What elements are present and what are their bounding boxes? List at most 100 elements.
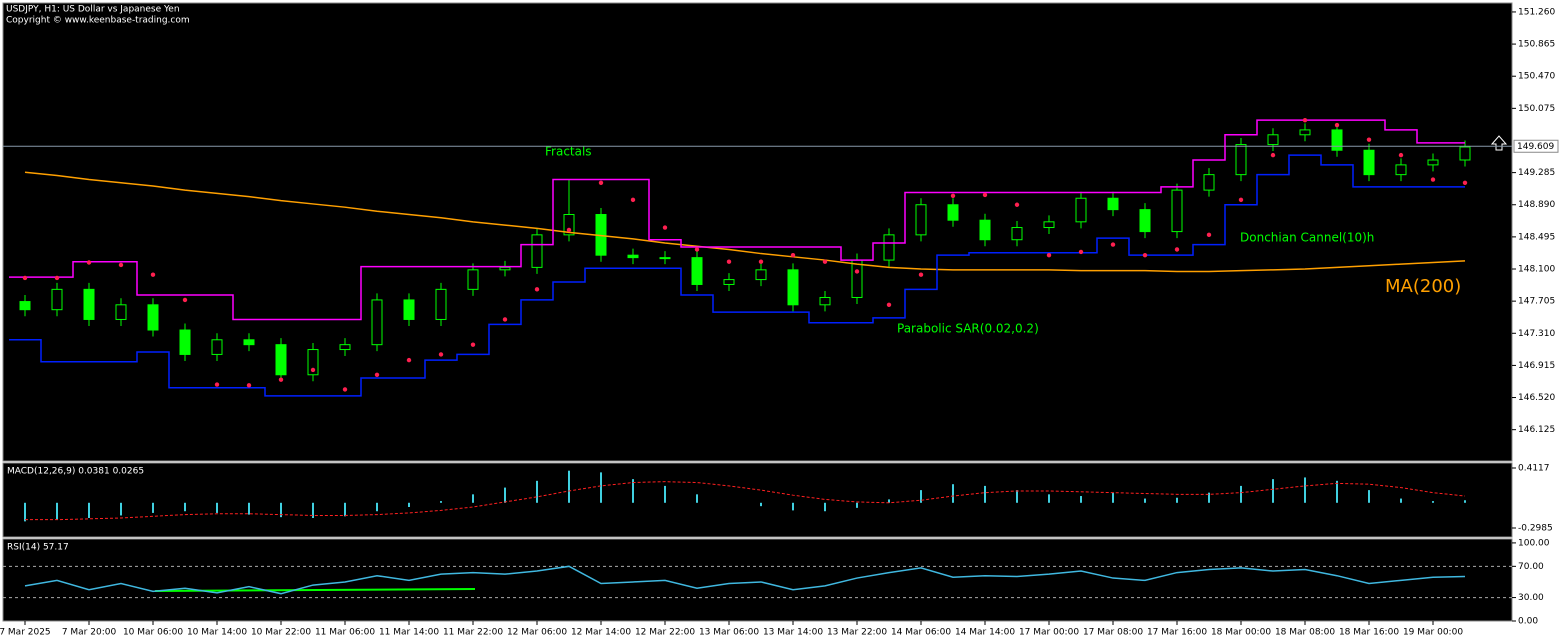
sar-dot bbox=[470, 342, 476, 347]
candle-body bbox=[1075, 197, 1087, 223]
y-tick-label: 150.865 bbox=[1518, 40, 1555, 50]
sar-dot bbox=[374, 372, 380, 377]
price-panel bbox=[2, 2, 1513, 462]
sar-dot bbox=[1366, 137, 1372, 142]
x-tick-label: 17 Mar 16:00 bbox=[1147, 628, 1207, 638]
sar-dot bbox=[278, 377, 284, 382]
rsi-panel bbox=[2, 538, 1513, 622]
x-tick-label: 18 Mar 00:00 bbox=[1211, 628, 1271, 638]
sar-dot bbox=[630, 197, 636, 203]
candle-body bbox=[819, 296, 831, 306]
y-tick-label: 30.00 bbox=[1518, 593, 1544, 603]
x-tick-label: 18 Mar 08:00 bbox=[1275, 628, 1335, 638]
x-tick-label: 11 Mar 22:00 bbox=[443, 628, 503, 638]
sar-dot bbox=[886, 302, 892, 308]
candle-body bbox=[147, 304, 159, 331]
sar-dot bbox=[310, 367, 316, 373]
sar-dot bbox=[1302, 117, 1308, 123]
series-line bbox=[24, 171, 1466, 273]
x-tick-label: 17 Mar 00:00 bbox=[1019, 628, 1079, 638]
sar-dot bbox=[1078, 249, 1084, 255]
x-tick-label: 10 Mar 22:00 bbox=[251, 628, 311, 638]
sar-dot bbox=[1174, 247, 1180, 252]
sar-dot bbox=[150, 272, 156, 277]
sar-dot bbox=[182, 297, 188, 303]
candle-body bbox=[499, 266, 511, 271]
y-tick-label: 151.260 bbox=[1518, 7, 1555, 17]
candle-body bbox=[1043, 221, 1055, 229]
sar-dot bbox=[214, 382, 220, 387]
candle-body bbox=[1107, 197, 1119, 211]
x-tick-label: 18 Mar 16:00 bbox=[1339, 628, 1399, 638]
candle-body bbox=[1459, 146, 1471, 161]
series-line bbox=[25, 481, 1466, 521]
sar-dot bbox=[22, 275, 28, 281]
sar-dot bbox=[1046, 252, 1052, 258]
candle-body bbox=[1427, 159, 1439, 166]
arrow-icon bbox=[1490, 135, 1508, 151]
rsi-title: RSI(14) 57.17 bbox=[7, 543, 69, 553]
macd-title: MACD(12,26,9) 0.0381 0.0265 bbox=[7, 467, 144, 477]
price-tag-bg bbox=[1513, 139, 1559, 153]
y-tick-label: 150.075 bbox=[1518, 104, 1555, 114]
candle-body bbox=[691, 257, 703, 285]
y-tick-label: 147.705 bbox=[1518, 297, 1555, 307]
y-tick-label: -0.2985 bbox=[1518, 524, 1553, 534]
sar-dot bbox=[950, 193, 956, 198]
candle-body bbox=[19, 301, 31, 311]
candle-body bbox=[1363, 149, 1375, 176]
y-tick-label: 146.125 bbox=[1518, 425, 1555, 435]
current-price-label: 149.609 bbox=[1517, 142, 1554, 152]
candle-body bbox=[1395, 164, 1407, 176]
y-tick-label: 148.100 bbox=[1518, 265, 1555, 275]
candle-body bbox=[883, 234, 895, 261]
x-tick-label: 12 Mar 14:00 bbox=[571, 628, 631, 638]
sar-dot bbox=[1014, 202, 1020, 207]
x-tick-label: 17 Mar 08:00 bbox=[1083, 628, 1143, 638]
candle-body bbox=[723, 279, 735, 285]
y-tick-label: 147.310 bbox=[1518, 329, 1555, 339]
candle-body bbox=[1011, 227, 1023, 241]
sar-dot bbox=[1142, 252, 1148, 258]
candle-body bbox=[339, 344, 351, 351]
sar-dot bbox=[566, 227, 572, 233]
x-tick-label: 10 Mar 06:00 bbox=[123, 628, 183, 638]
y-tick-label: 146.520 bbox=[1518, 393, 1555, 403]
candle-body bbox=[307, 349, 319, 376]
y-tick-label: 150.470 bbox=[1518, 72, 1555, 82]
x-tick-label: 7 Mar 2025 bbox=[0, 628, 51, 638]
chart-title: USDJPY, H1: US Dollar vs Japanese Yen bbox=[6, 5, 180, 15]
y-tick-label: 0.00 bbox=[1518, 617, 1538, 627]
y-tick-label: 70.00 bbox=[1518, 562, 1544, 572]
y-tick-label: 149.285 bbox=[1518, 168, 1555, 178]
sar-dot bbox=[246, 383, 252, 388]
candle-body bbox=[467, 269, 479, 290]
sar-dot bbox=[1110, 242, 1116, 247]
sar-dot bbox=[438, 352, 444, 357]
sar-dot bbox=[1462, 180, 1468, 185]
candle-body bbox=[1299, 129, 1311, 136]
candle-body bbox=[851, 259, 863, 298]
candle-body bbox=[1171, 189, 1183, 233]
sar-dot bbox=[982, 192, 988, 198]
candle-body bbox=[531, 234, 543, 268]
series-line bbox=[9, 119, 1465, 321]
x-tick-label: 11 Mar 06:00 bbox=[315, 628, 375, 638]
sar-dot bbox=[758, 259, 764, 264]
candle-body bbox=[435, 288, 447, 320]
x-tick-label: 10 Mar 14:00 bbox=[187, 628, 247, 638]
y-tick-label: 146.915 bbox=[1518, 361, 1555, 371]
sar-dot bbox=[118, 262, 124, 268]
candle-body bbox=[403, 299, 415, 320]
x-tick-label: 11 Mar 14:00 bbox=[379, 628, 439, 638]
legend-label: Donchian Cannel(10)h bbox=[1240, 231, 1374, 245]
candle-body bbox=[243, 339, 255, 346]
legend-label: MA(200) bbox=[1385, 276, 1461, 297]
candle-body bbox=[179, 329, 191, 355]
candle-body bbox=[371, 299, 383, 346]
x-tick-label: 14 Mar 14:00 bbox=[955, 628, 1015, 638]
candle-body bbox=[211, 339, 223, 355]
candle-body bbox=[563, 214, 575, 236]
candle-body bbox=[275, 344, 287, 376]
